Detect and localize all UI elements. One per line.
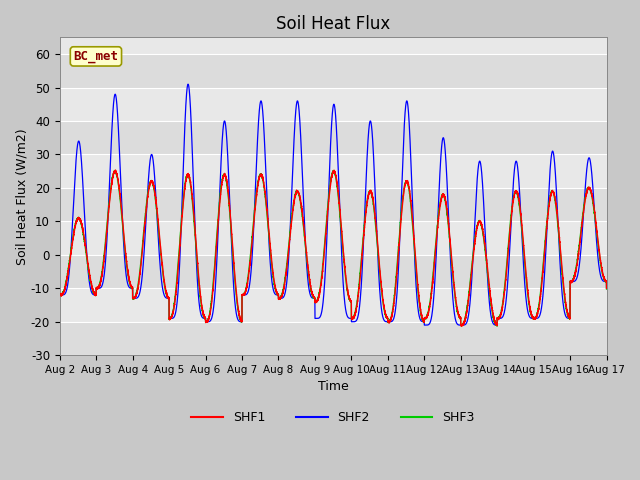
Bar (60, 54, 607, 87)
Legend: SHF1, SHF2, SHF3: SHF1, SHF2, SHF3 (186, 406, 480, 429)
Bar (60, 255, 607, 288)
SHF2 (408, 187, 416, 193)
SHF2 (184, 81, 192, 87)
SHF2 (57, 292, 65, 298)
Text: BC_met: BC_met (74, 50, 118, 63)
Line: SHF1: SHF1 (60, 170, 607, 326)
SHF3 (561, 297, 569, 303)
SHF1 (408, 210, 416, 216)
SHF1 (236, 313, 243, 319)
SHF2 (236, 319, 243, 324)
SHF2 (561, 311, 569, 317)
SHF2 (340, 291, 348, 297)
SHF3 (456, 316, 464, 322)
Bar (60, 155, 607, 188)
SHF2 (603, 286, 611, 291)
Bar (60, 87, 607, 121)
SHF1 (340, 255, 348, 261)
Bar (60, 288, 607, 322)
Y-axis label: Soil Heat Flux (W/m2): Soil Heat Flux (W/m2) (15, 128, 28, 264)
Title: Soil Heat Flux: Soil Heat Flux (276, 15, 390, 33)
SHF3 (340, 259, 348, 265)
SHF3 (56, 291, 63, 297)
SHF3 (603, 286, 611, 292)
SHF3 (111, 168, 118, 173)
SHF3 (493, 323, 501, 329)
SHF1 (56, 291, 63, 297)
SHF3 (408, 216, 416, 221)
Bar (60, 188, 607, 221)
Bar (60, 221, 607, 255)
Bar (60, 322, 607, 355)
Line: SHF2: SHF2 (60, 84, 607, 325)
SHF3 (57, 293, 65, 299)
Line: SHF3: SHF3 (60, 170, 607, 326)
SHF3 (236, 314, 243, 320)
SHF1 (57, 292, 65, 298)
SHF2 (420, 322, 428, 328)
SHF1 (561, 294, 569, 300)
SHF1 (111, 167, 119, 173)
SHF2 (56, 292, 63, 298)
SHF2 (456, 322, 464, 328)
X-axis label: Time: Time (318, 381, 349, 394)
SHF1 (456, 315, 464, 321)
SHF1 (458, 323, 465, 329)
SHF1 (603, 286, 611, 291)
Bar (60, 121, 607, 155)
